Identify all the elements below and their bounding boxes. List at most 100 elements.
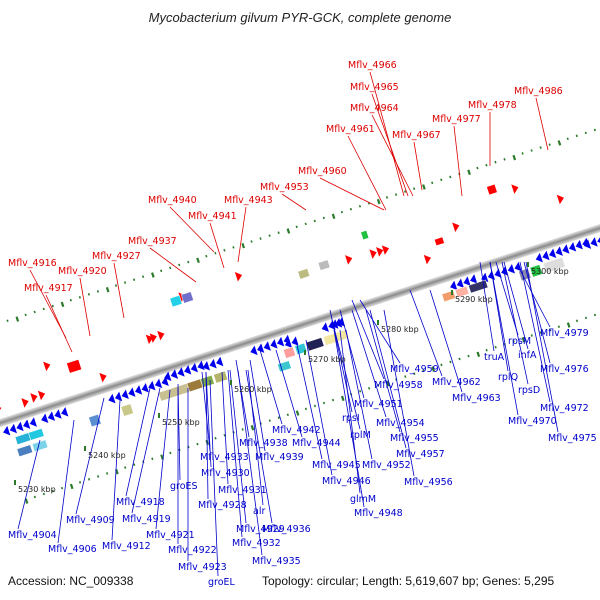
rail-dot	[132, 278, 136, 281]
blue-leader-line	[249, 359, 266, 452]
rail-dot	[250, 425, 255, 431]
reverse-gene-label: Mflv_4976	[540, 364, 589, 375]
rail-dot	[322, 216, 325, 220]
rail-dot	[566, 322, 571, 328]
red-leader-line	[149, 247, 197, 283]
rail-dot	[476, 166, 479, 170]
rail-dot	[205, 254, 208, 258]
rail-dot	[106, 472, 109, 475]
blue-leader-line	[17, 439, 41, 530]
rail-dot	[60, 486, 64, 490]
reverse-gene-arrow	[542, 250, 550, 261]
scale-tick-label: 5300 kbp	[531, 267, 569, 276]
backbone	[0, 205, 600, 430]
rail-dot	[124, 466, 127, 469]
reverse-gene-arrow	[590, 237, 598, 247]
reverse-gene-label: Mflv_4922	[168, 545, 217, 556]
rail-dot	[512, 340, 515, 343]
rail-dot	[440, 178, 443, 182]
rail-dot	[494, 345, 497, 349]
rail-dot	[413, 187, 416, 190]
rail-dot	[368, 387, 371, 390]
blue-leader-line	[205, 371, 209, 500]
blue-leader-line	[295, 339, 323, 460]
topology-label: Topology: circular; Length: 5,619,607 bp…	[262, 574, 555, 588]
rail-dot	[96, 290, 100, 293]
rail-dot	[295, 225, 298, 229]
blue-leader-line	[351, 309, 387, 418]
rail-dot	[449, 175, 452, 179]
rail-dot	[304, 222, 307, 226]
reverse-gene-label: Mflv_4938	[239, 438, 288, 449]
rail-dot	[268, 419, 271, 422]
forward-gene-label: Mflv_4977	[432, 114, 481, 125]
reverse-gene-label: Mflv_4955	[390, 433, 439, 444]
rail-dot	[214, 436, 217, 440]
red-leader-line	[281, 193, 307, 211]
reverse-gene-label: truA	[484, 352, 505, 363]
blue-leader-line	[201, 371, 211, 452]
rail-dot	[133, 463, 136, 466]
rail-dot	[467, 354, 470, 358]
reverse-gene-arrow	[134, 385, 143, 395]
forward-gene-label: Mflv_4960	[298, 166, 347, 177]
reverse-gene-arrow	[555, 246, 563, 256]
rail-dot	[530, 149, 533, 152]
reverse-gene-label: rplQ	[498, 372, 518, 383]
rail-dot	[97, 475, 100, 478]
gene-block	[277, 360, 292, 373]
forward-gene-label: Mflv_4967	[392, 130, 441, 141]
reverse-gene-arrow	[507, 264, 516, 274]
reverse-gene-arrow	[141, 382, 149, 393]
reverse-gene-label: Mflv_4942	[272, 425, 321, 436]
rail-dot	[539, 331, 542, 334]
rail-dot	[340, 210, 343, 214]
reverse-gene-arrow	[470, 274, 478, 284]
rail-dot	[178, 263, 181, 267]
rail-dot	[151, 272, 155, 278]
gene-block	[441, 290, 457, 303]
gene-block	[297, 268, 311, 280]
gene-block	[468, 279, 489, 294]
gene-block	[14, 432, 32, 445]
rail-dot	[331, 398, 335, 402]
scale-tick	[14, 480, 16, 485]
reverse-gene-arrow	[54, 409, 62, 419]
reverse-gene-arrow	[41, 413, 49, 424]
rail-dot	[286, 228, 291, 234]
scale-tick	[84, 446, 86, 451]
rail-dot	[349, 207, 353, 211]
rail-dot	[15, 316, 20, 322]
forward-gene-arrow	[30, 393, 38, 403]
rail-dot	[413, 372, 416, 375]
rail-dot	[322, 401, 326, 405]
rail-dot	[60, 301, 65, 308]
reverse-gene-arrow	[170, 369, 179, 379]
reverse-gene-arrow	[16, 421, 24, 432]
rail-dot	[223, 249, 226, 252]
blue-leader-line	[259, 349, 283, 425]
rail-dot	[33, 310, 36, 314]
reverse-gene-arrow	[514, 261, 522, 272]
rail-dot	[422, 369, 425, 373]
red-leader-line	[113, 262, 125, 319]
gene-block	[31, 439, 49, 453]
scale-tick-label: 5260 kbp	[234, 385, 272, 394]
reverse-gene-label: rpsM	[508, 336, 531, 347]
forward-gene-arrow	[157, 330, 165, 341]
blue-leader-line	[365, 309, 401, 433]
reverse-gene-arrow	[562, 244, 570, 254]
reverse-gene-label: Mflv_4912	[102, 541, 151, 552]
blue-leader-line	[229, 369, 247, 524]
rail-dot	[87, 293, 90, 296]
rail-dot	[340, 395, 345, 402]
reverse-gene-label: rpsD	[518, 385, 540, 396]
reverse-gene-arrow	[450, 280, 458, 291]
forward-gene-arrow	[234, 272, 243, 282]
rail-dot	[359, 389, 362, 393]
rail-dot	[394, 193, 398, 196]
forward-gene-label: Mflv_4978	[468, 100, 517, 111]
reverse-gene-arrow	[121, 389, 129, 399]
forward-gene-block	[486, 184, 497, 195]
rail-dot	[51, 304, 54, 308]
